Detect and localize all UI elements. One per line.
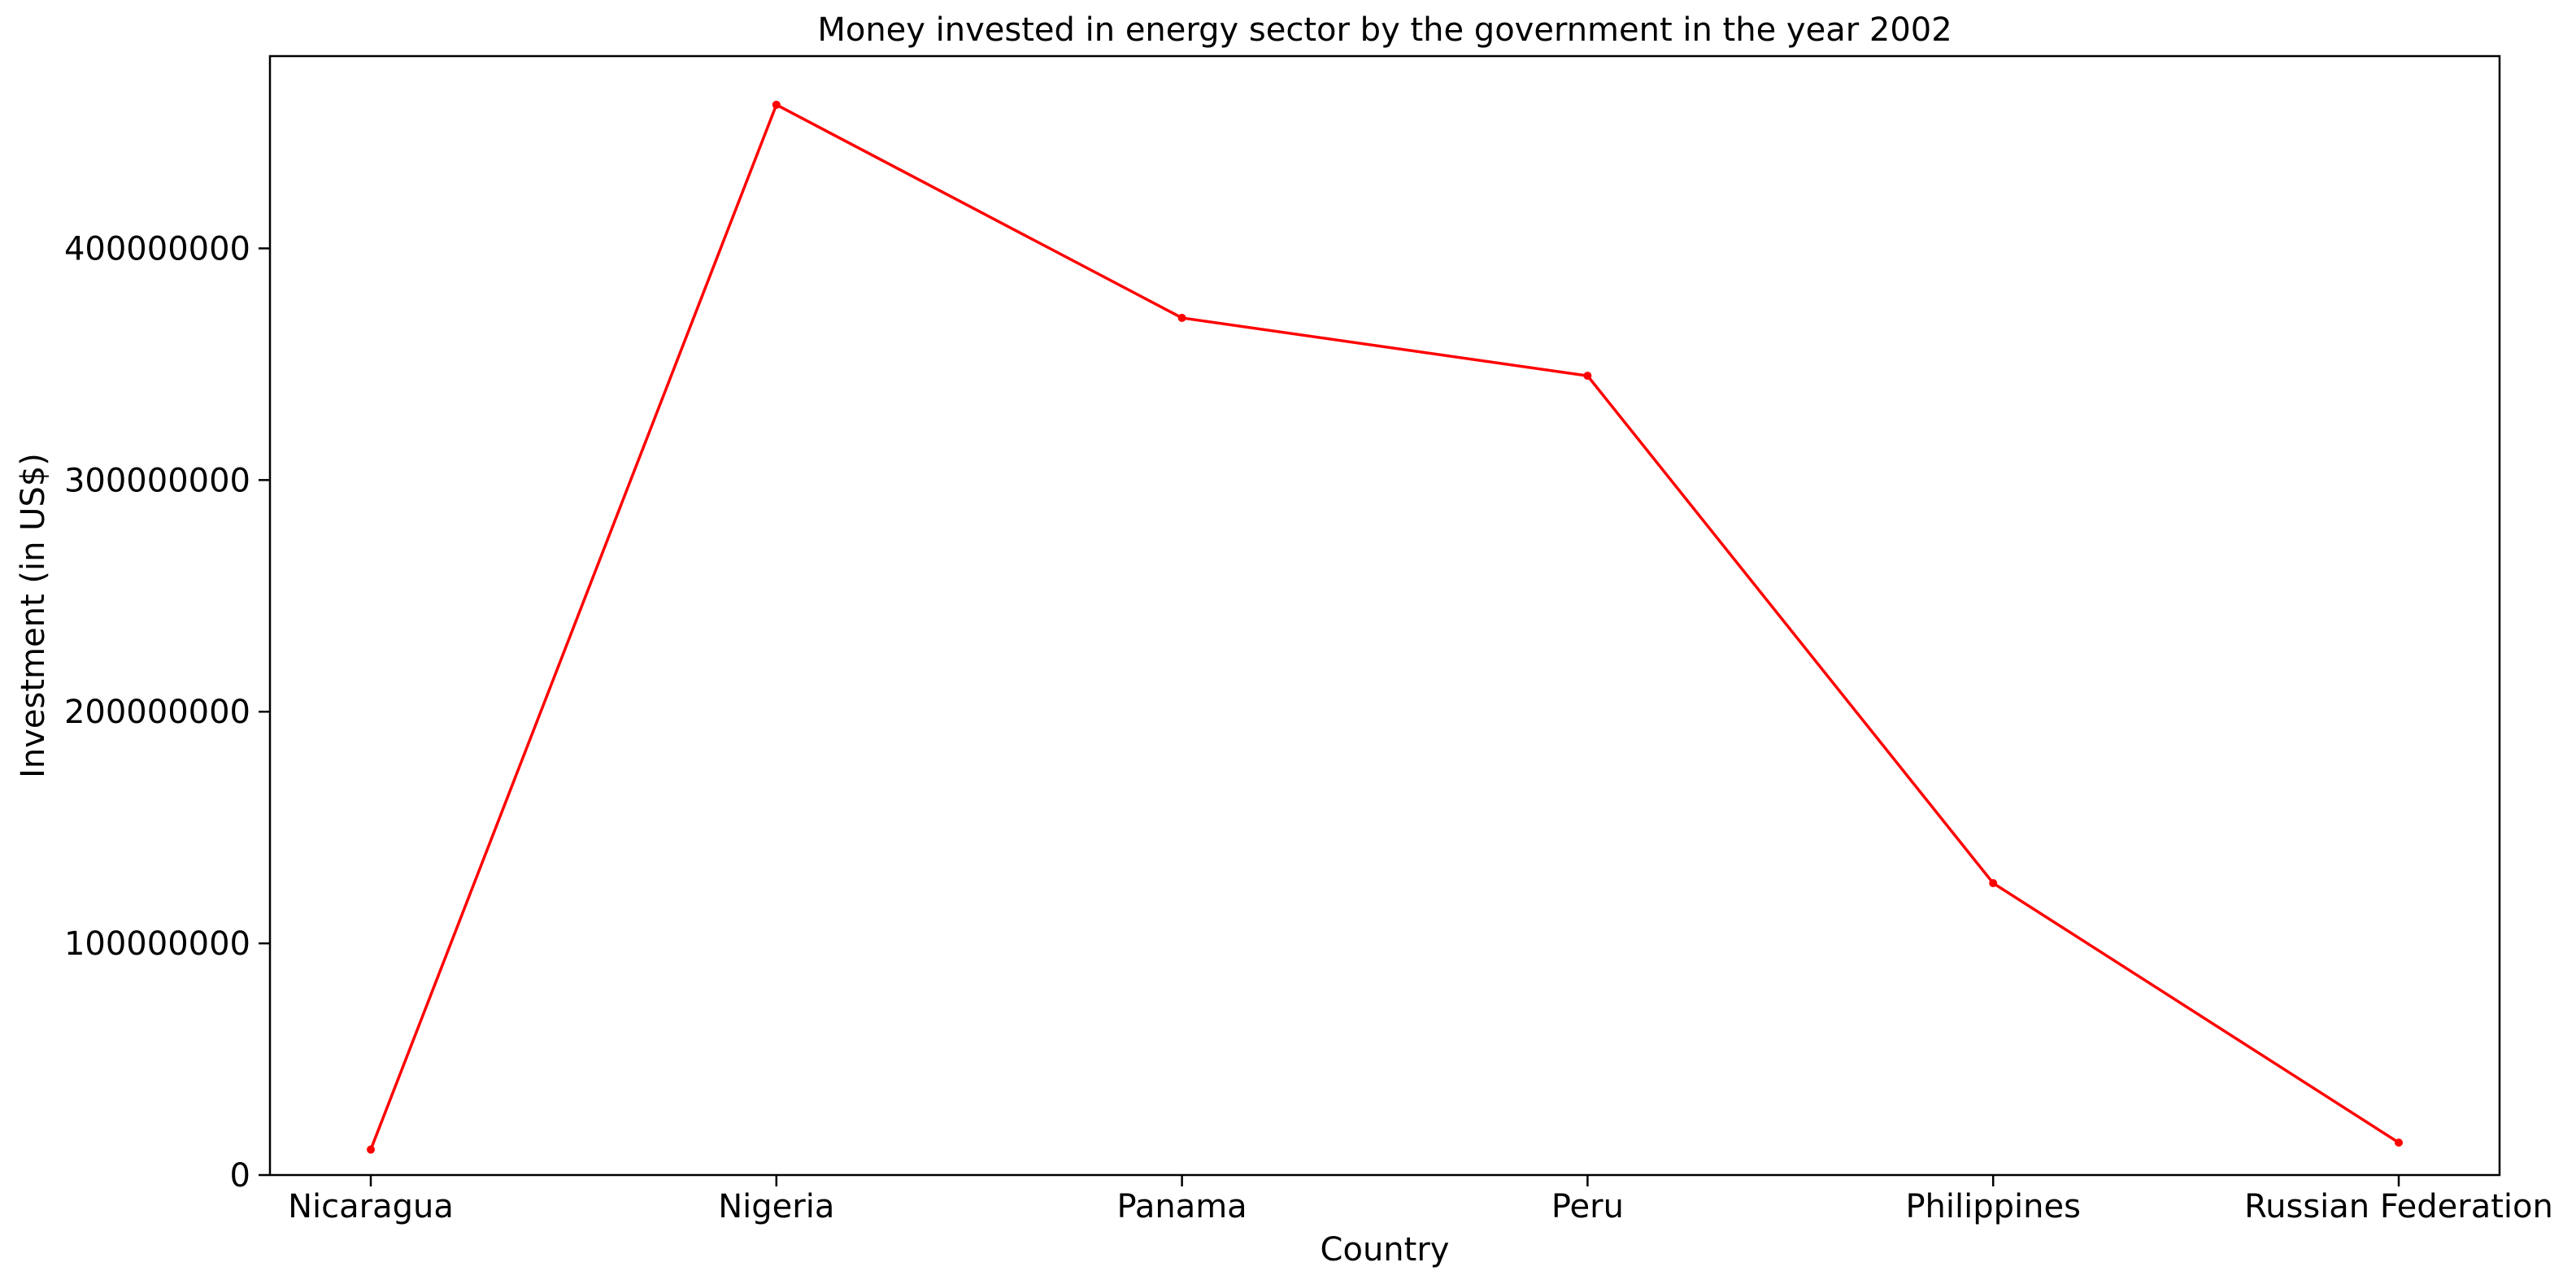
x-tick-label: Russian Federation <box>2244 1188 2553 1225</box>
y-tick-label: 100000000 <box>64 925 250 963</box>
x-tick-label: Panama <box>1117 1188 1247 1225</box>
y-tick-label: 200000000 <box>64 694 250 731</box>
data-point <box>772 100 781 109</box>
y-tick-label: 300000000 <box>64 462 250 499</box>
y-tick-label: 0 <box>230 1157 250 1195</box>
data-point <box>1989 879 1998 888</box>
y-axis-label: Investment (in US$) <box>15 453 52 778</box>
series-layer <box>367 100 2403 1154</box>
data-point <box>2395 1138 2403 1147</box>
series-line <box>369 103 2400 1151</box>
x-axis: Nicaragua Nigeria Panama Peru Philippines Rus… <box>288 1175 2553 1225</box>
x-tick-label: Peru <box>1551 1188 1624 1225</box>
data-point <box>367 1145 375 1154</box>
x-tick-label: Nigeria <box>718 1188 834 1225</box>
plot-area-frame <box>268 54 2501 1177</box>
x-tick-label: Nicaragua <box>288 1188 454 1225</box>
data-point <box>1177 313 1186 322</box>
x-axis-label: Country <box>1321 1231 1450 1269</box>
chart-title: Money invested in energy sector by the g… <box>817 11 1952 49</box>
y-axis: 0 100000000 200000000 300000000 400000000 <box>64 230 270 1195</box>
y-tick-label: 400000000 <box>64 230 250 268</box>
x-tick-label: Philippines <box>1905 1188 2081 1225</box>
data-point <box>1583 372 1592 381</box>
